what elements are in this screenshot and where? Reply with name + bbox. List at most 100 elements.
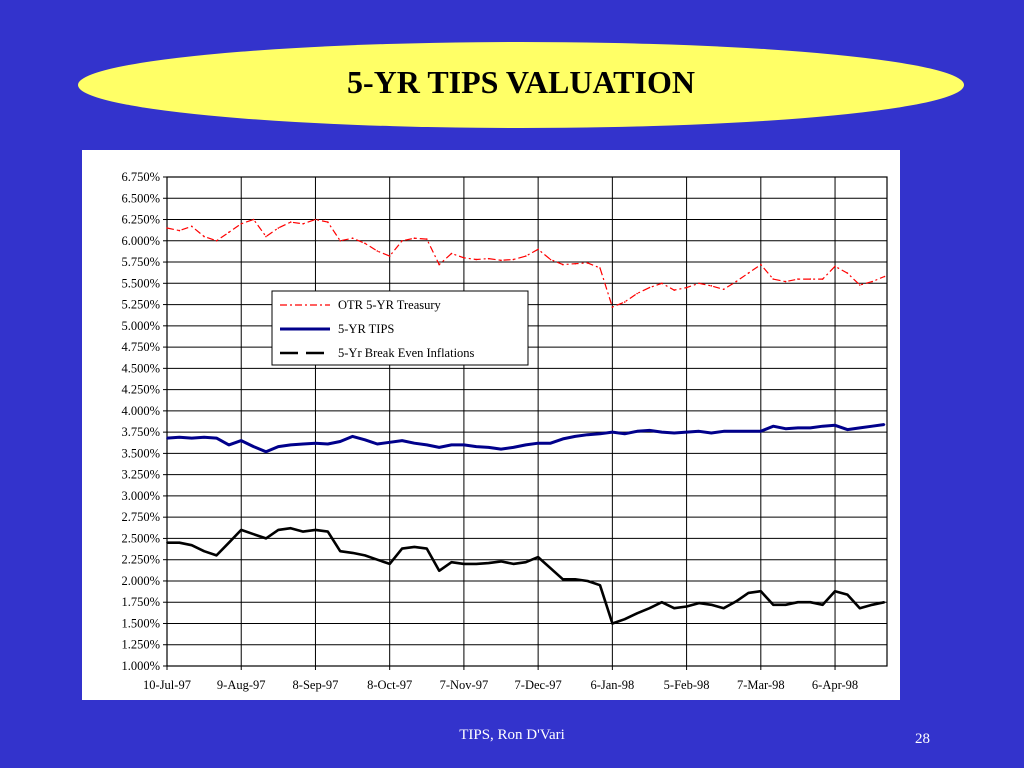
data-point (747, 272, 750, 274)
data-point (475, 445, 478, 448)
data-point (487, 446, 490, 449)
data-point (586, 580, 589, 582)
data-point (623, 433, 626, 435)
data-point (834, 424, 836, 427)
data-point (302, 443, 304, 445)
data-point (190, 437, 193, 439)
y-tick-label: 1.000% (121, 659, 160, 673)
data-point (784, 427, 787, 430)
data-point (562, 438, 564, 440)
data-point (871, 603, 873, 606)
y-tick-label: 4.000% (121, 404, 160, 418)
footer-text: TIPS, Ron D'Vari (459, 727, 565, 743)
data-point (351, 237, 354, 240)
data-point (339, 440, 341, 443)
data-point (562, 263, 564, 266)
data-point (166, 227, 168, 229)
y-tick-label: 3.250% (121, 468, 160, 482)
data-point (537, 442, 539, 444)
data-point (351, 552, 354, 554)
page-number: 28 (915, 731, 930, 747)
data-point (240, 529, 243, 531)
y-tick-label: 1.750% (121, 595, 160, 609)
data-point (512, 446, 515, 449)
x-tick-label: 7-Mar-98 (737, 678, 785, 692)
data-point (500, 259, 502, 262)
data-point (537, 556, 539, 558)
data-point (401, 547, 403, 550)
y-tick-label: 4.750% (121, 340, 160, 354)
y-tick-label: 4.500% (121, 361, 160, 375)
data-point (277, 227, 280, 229)
data-point (265, 235, 267, 238)
data-point (648, 429, 651, 432)
data-point (809, 427, 812, 429)
data-point (178, 541, 181, 544)
data-point (673, 607, 676, 609)
data-point (710, 285, 713, 287)
data-point (648, 607, 651, 609)
data-point (735, 280, 737, 283)
data-point (327, 221, 329, 223)
data-point (475, 258, 478, 261)
data-point (821, 425, 824, 427)
y-tick-label: 6.000% (121, 234, 160, 248)
data-point (685, 286, 688, 289)
data-point (549, 258, 552, 261)
data-point (512, 258, 515, 261)
data-point (178, 229, 181, 232)
y-tick-label: 5.000% (121, 319, 160, 333)
data-point (821, 603, 824, 606)
data-point (871, 425, 873, 427)
data-point (685, 431, 688, 433)
data-point (215, 239, 218, 242)
data-point (562, 578, 564, 581)
data-point (166, 541, 168, 544)
data-point (314, 442, 317, 444)
data-point (735, 600, 737, 603)
data-point (537, 248, 539, 251)
data-point (438, 446, 440, 449)
data-point (314, 529, 317, 531)
data-point (760, 263, 762, 266)
data-point (425, 547, 428, 550)
data-point (475, 563, 478, 565)
y-axis-ticks: 6.750% 6.500% 6.250% 6.000% 5.750% 5.500% 5.25… (121, 170, 167, 673)
y-tick-label: 2.250% (121, 553, 160, 567)
data-point (846, 428, 849, 431)
grid-layer (166, 176, 888, 667)
x-tick-label: 6-Apr-98 (812, 678, 858, 692)
data-point (388, 563, 391, 565)
data-point (500, 448, 502, 450)
data-point (166, 437, 168, 439)
data-point (722, 288, 725, 291)
data-point (265, 537, 267, 540)
y-tick-label: 2.750% (121, 510, 160, 524)
data-point (599, 433, 601, 435)
data-point (252, 218, 255, 221)
data-point (388, 441, 391, 444)
data-point (574, 578, 577, 581)
data-point (450, 252, 453, 255)
data-point (883, 275, 886, 278)
data-point (215, 554, 218, 557)
data-point (252, 533, 255, 535)
data-point (487, 257, 490, 260)
series-line-0 (166, 218, 885, 308)
data-point (760, 430, 762, 433)
y-tick-label: 5.250% (121, 298, 160, 312)
data-point (636, 612, 638, 615)
data-point (549, 567, 552, 569)
data-point (463, 444, 465, 446)
data-point (673, 432, 676, 434)
data-point (722, 607, 725, 609)
x-tick-label: 7-Dec-97 (515, 678, 562, 692)
data-point (648, 286, 651, 289)
title-banner: 5-YR TIPS VALUATION (78, 42, 964, 128)
data-point (228, 231, 230, 234)
data-point (858, 427, 861, 429)
data-point (611, 306, 614, 308)
data-point (425, 444, 428, 446)
legend-label: 5-YR TIPS (338, 322, 394, 336)
data-point (883, 601, 886, 604)
